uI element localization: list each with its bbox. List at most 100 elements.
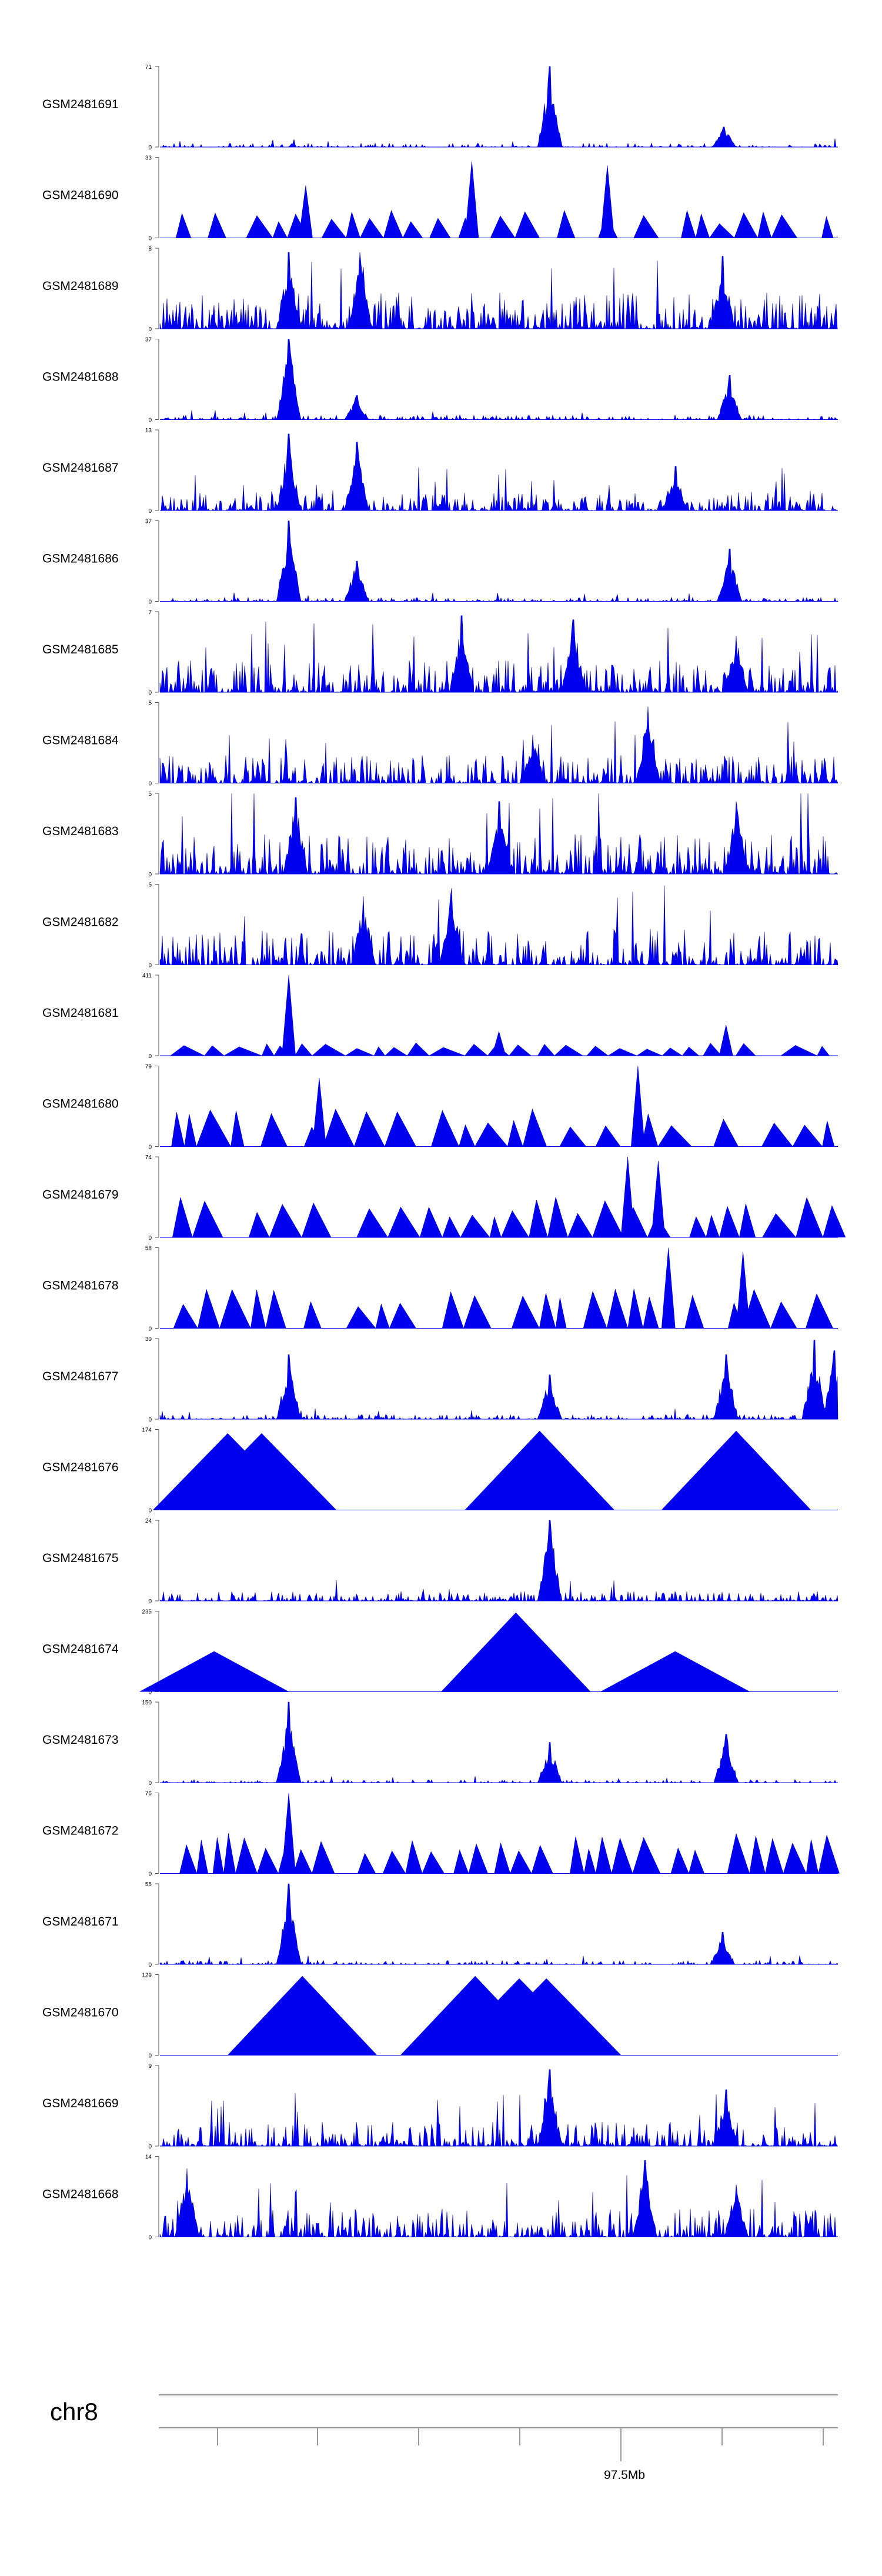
track-label: GSM2481687 [42, 461, 119, 475]
y-max-label: 14 [145, 2154, 152, 2161]
signal-area [159, 1520, 838, 1602]
track-GSM2481678: GSM2481678 58 0 [42, 1246, 838, 1333]
track-label: GSM2481675 [42, 1551, 119, 1565]
signal-area [228, 1976, 838, 2056]
track-label: GSM2481673 [42, 1733, 119, 1747]
y-max-label: 411 [142, 973, 152, 979]
y-max-label: 13 [145, 428, 152, 434]
y-max-label: 9 [148, 2063, 152, 2070]
y-max-label: 150 [142, 1700, 152, 1706]
y-min-label: 0 [148, 963, 152, 969]
track-GSM2481683: GSM2481683 5 0 [42, 791, 838, 878]
track-label: GSM2481669 [42, 2097, 119, 2110]
y-max-label: 33 [145, 155, 152, 162]
signal-area [159, 252, 838, 330]
track-GSM2481681: GSM2481681 411 0 [42, 973, 838, 1060]
genome-axis: chr8 97.5Mb [50, 2394, 838, 2482]
y-min-label: 0 [148, 508, 152, 515]
y-min-label: 0 [148, 326, 152, 333]
y-max-label: 76 [145, 1791, 152, 1797]
track-GSM2481672: GSM2481672 76 0 [42, 1791, 840, 1878]
track-GSM2481669: GSM2481669 9 0 [42, 2063, 838, 2150]
signal-area [159, 2160, 838, 2238]
track-label: GSM2481670 [42, 2006, 119, 2020]
track-label: GSM2481689 [42, 279, 119, 293]
signal-area [159, 1340, 838, 1420]
track-GSM2481679: GSM2481679 74 0 [42, 1154, 846, 1242]
signal-area [160, 1793, 840, 1874]
y-min-label: 0 [148, 1508, 152, 1514]
track-GSM2481668: GSM2481668 14 0 [42, 2154, 838, 2241]
y-max-label: 37 [145, 519, 152, 525]
signal-area [159, 433, 838, 512]
y-min-label: 0 [148, 1235, 152, 1242]
track-GSM2481688: GSM2481688 37 0 [42, 337, 838, 424]
track-label: GSM2481677 [42, 1370, 119, 1383]
track-label: GSM2481681 [42, 1006, 119, 1020]
track-label: GSM2481676 [42, 1461, 119, 1474]
y-min-label: 0 [148, 1599, 152, 1605]
axis-position-label: 97.5Mb [604, 2468, 645, 2482]
y-max-label: 129 [142, 1973, 152, 1979]
track-label: GSM2481680 [42, 1097, 119, 1111]
y-max-label: 58 [145, 1246, 152, 1252]
track-GSM2481671: GSM2481671 55 0 [42, 1881, 838, 1968]
track-label: GSM2481682 [42, 916, 119, 929]
y-max-label: 174 [142, 1427, 152, 1434]
track-GSM2481677: GSM2481677 30 0 [42, 1336, 838, 1423]
y-max-label: 5 [148, 700, 152, 707]
y-max-label: 30 [145, 1336, 152, 1343]
track-label: GSM2481674 [42, 1643, 119, 1656]
signal-area [153, 1430, 838, 1510]
track-GSM2481670: GSM2481670 129 0 [42, 1973, 838, 2060]
y-min-label: 0 [148, 1871, 152, 1878]
y-min-label: 0 [148, 1326, 152, 1333]
y-min-label: 0 [148, 1780, 152, 1787]
track-label: GSM2481683 [42, 825, 119, 838]
signal-area [160, 1066, 838, 1147]
track-label: GSM2481678 [42, 1279, 119, 1293]
signal-area [159, 2069, 838, 2147]
y-max-label: 5 [148, 791, 152, 798]
track-GSM2481684: GSM2481684 5 0 [42, 700, 838, 788]
y-min-label: 0 [148, 1417, 152, 1423]
signal-area [159, 885, 838, 966]
track-label: GSM2481684 [42, 734, 119, 748]
chromosome-label: chr8 [50, 2398, 98, 2425]
y-max-label: 71 [145, 64, 152, 71]
y-max-label: 74 [145, 1154, 152, 1161]
track-GSM2481686: GSM2481686 37 0 [42, 519, 838, 606]
track-label: GSM2481671 [42, 1915, 119, 1928]
y-min-label: 0 [148, 2144, 152, 2150]
track-GSM2481690: GSM2481690 33 0 [42, 155, 838, 242]
signal-area [160, 66, 838, 148]
y-min-label: 0 [148, 690, 152, 696]
y-min-label: 0 [148, 2235, 152, 2241]
signal-area [160, 1247, 838, 1329]
signal-area [160, 1156, 846, 1239]
signal-area [160, 339, 838, 421]
y-max-label: 8 [148, 246, 152, 252]
track-GSM2481685: GSM2481685 7 0 [42, 609, 838, 696]
signal-area [160, 975, 838, 1056]
y-min-label: 0 [148, 236, 152, 242]
y-min-label: 0 [148, 145, 152, 151]
signal-area [160, 161, 838, 239]
track-label: GSM2481668 [42, 2188, 119, 2201]
y-max-label: 7 [148, 609, 152, 616]
track-GSM2481676: GSM2481676 174 0 [42, 1427, 838, 1514]
y-min-label: 0 [148, 1053, 152, 1060]
track-GSM2481689: GSM2481689 8 0 [42, 246, 838, 333]
track-GSM2481675: GSM2481675 24 0 [42, 1518, 838, 1605]
signal-area [159, 706, 838, 784]
track-GSM2481687: GSM2481687 13 0 [42, 428, 838, 515]
y-max-label: 55 [145, 1881, 152, 1888]
y-max-label: 79 [145, 1064, 152, 1070]
track-label: GSM2481685 [42, 643, 119, 656]
signal-area [159, 615, 838, 693]
signal-area [159, 793, 838, 875]
track-label: GSM2481688 [42, 371, 119, 384]
y-max-label: 37 [145, 337, 152, 343]
y-min-label: 0 [148, 1690, 152, 1696]
